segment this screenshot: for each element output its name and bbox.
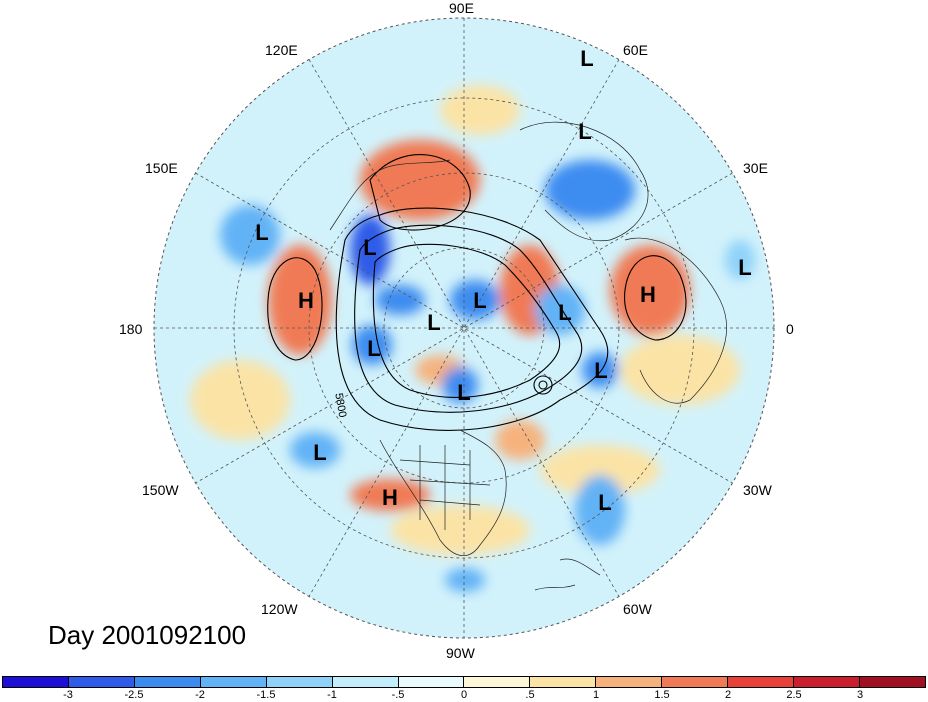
colorbar-tick-label: -1 xyxy=(327,689,337,701)
colorbar-tick-label: 3 xyxy=(856,689,864,701)
center-label: L xyxy=(578,119,591,144)
lon-label-60w: 60W xyxy=(623,601,652,617)
colorbar-swatch xyxy=(596,677,663,687)
lon-label-60e: 60E xyxy=(623,42,648,58)
colorbar-swatch xyxy=(398,677,465,687)
center-label: L xyxy=(255,220,268,245)
center-label: L xyxy=(363,235,376,260)
colorbar-swatch xyxy=(332,677,399,687)
center-label: L xyxy=(594,358,607,383)
colorbar-swatch xyxy=(728,677,795,687)
colorbar-tick-label: -2 xyxy=(195,689,205,701)
lon-label-0: 0 xyxy=(786,321,794,337)
colorbar-tick-label: -2.5 xyxy=(124,689,144,701)
colorbar-tick-label: 2 xyxy=(724,689,732,701)
center-label: L xyxy=(738,255,751,280)
colorbar-tick-label: 0 xyxy=(460,689,468,701)
center-label: H xyxy=(382,485,398,510)
colorbar-tick-label: -3 xyxy=(63,689,73,701)
colorbar-swatch xyxy=(464,677,531,687)
colorbar-tick-label: -1.5 xyxy=(256,689,276,701)
center-label: L xyxy=(367,336,380,361)
center-label: L xyxy=(473,288,486,313)
center-label: H xyxy=(298,288,314,313)
colorbar-swatch xyxy=(134,677,201,687)
colorbar-tick-label: 1.5 xyxy=(654,689,670,701)
center-label: L xyxy=(313,440,326,465)
lon-label-120w: 120W xyxy=(261,601,298,617)
colorbar xyxy=(2,676,926,688)
contour-label: 5800 xyxy=(332,392,348,418)
colorbar-tick-label: 1 xyxy=(592,689,600,701)
colorbar-swatch xyxy=(266,677,333,687)
lon-label-150w: 150W xyxy=(142,482,179,498)
lon-label-30e: 30E xyxy=(743,160,768,176)
lon-label-30w: 30W xyxy=(743,482,772,498)
center-label: H xyxy=(640,282,656,307)
lon-label-180: 180 xyxy=(119,321,143,337)
colorbar-swatch xyxy=(859,677,925,687)
colorbar-swatch xyxy=(3,677,69,687)
center-label: L xyxy=(580,46,593,71)
colorbar-tick-label: 2.5 xyxy=(786,689,802,701)
center-label: L xyxy=(427,310,440,335)
lon-label-120e: 120E xyxy=(265,42,298,58)
colorbar-tick-label: .5 xyxy=(525,689,535,701)
colorbar-swatch xyxy=(662,677,729,687)
colorbar-tick-label: -.5 xyxy=(391,689,405,701)
center-label: L xyxy=(558,300,571,325)
lon-label-150e: 150E xyxy=(145,160,178,176)
center-label: L xyxy=(598,490,611,515)
colorbar-swatch xyxy=(794,677,860,687)
lon-label-90e: 90E xyxy=(449,0,474,16)
lon-label-90w: 90W xyxy=(446,645,475,661)
colorbar-swatch xyxy=(200,677,267,687)
date-title: Day 2001092100 xyxy=(48,620,247,650)
colorbar-swatch xyxy=(530,677,597,687)
center-label: L xyxy=(457,380,470,405)
colorbar-swatch xyxy=(68,677,135,687)
